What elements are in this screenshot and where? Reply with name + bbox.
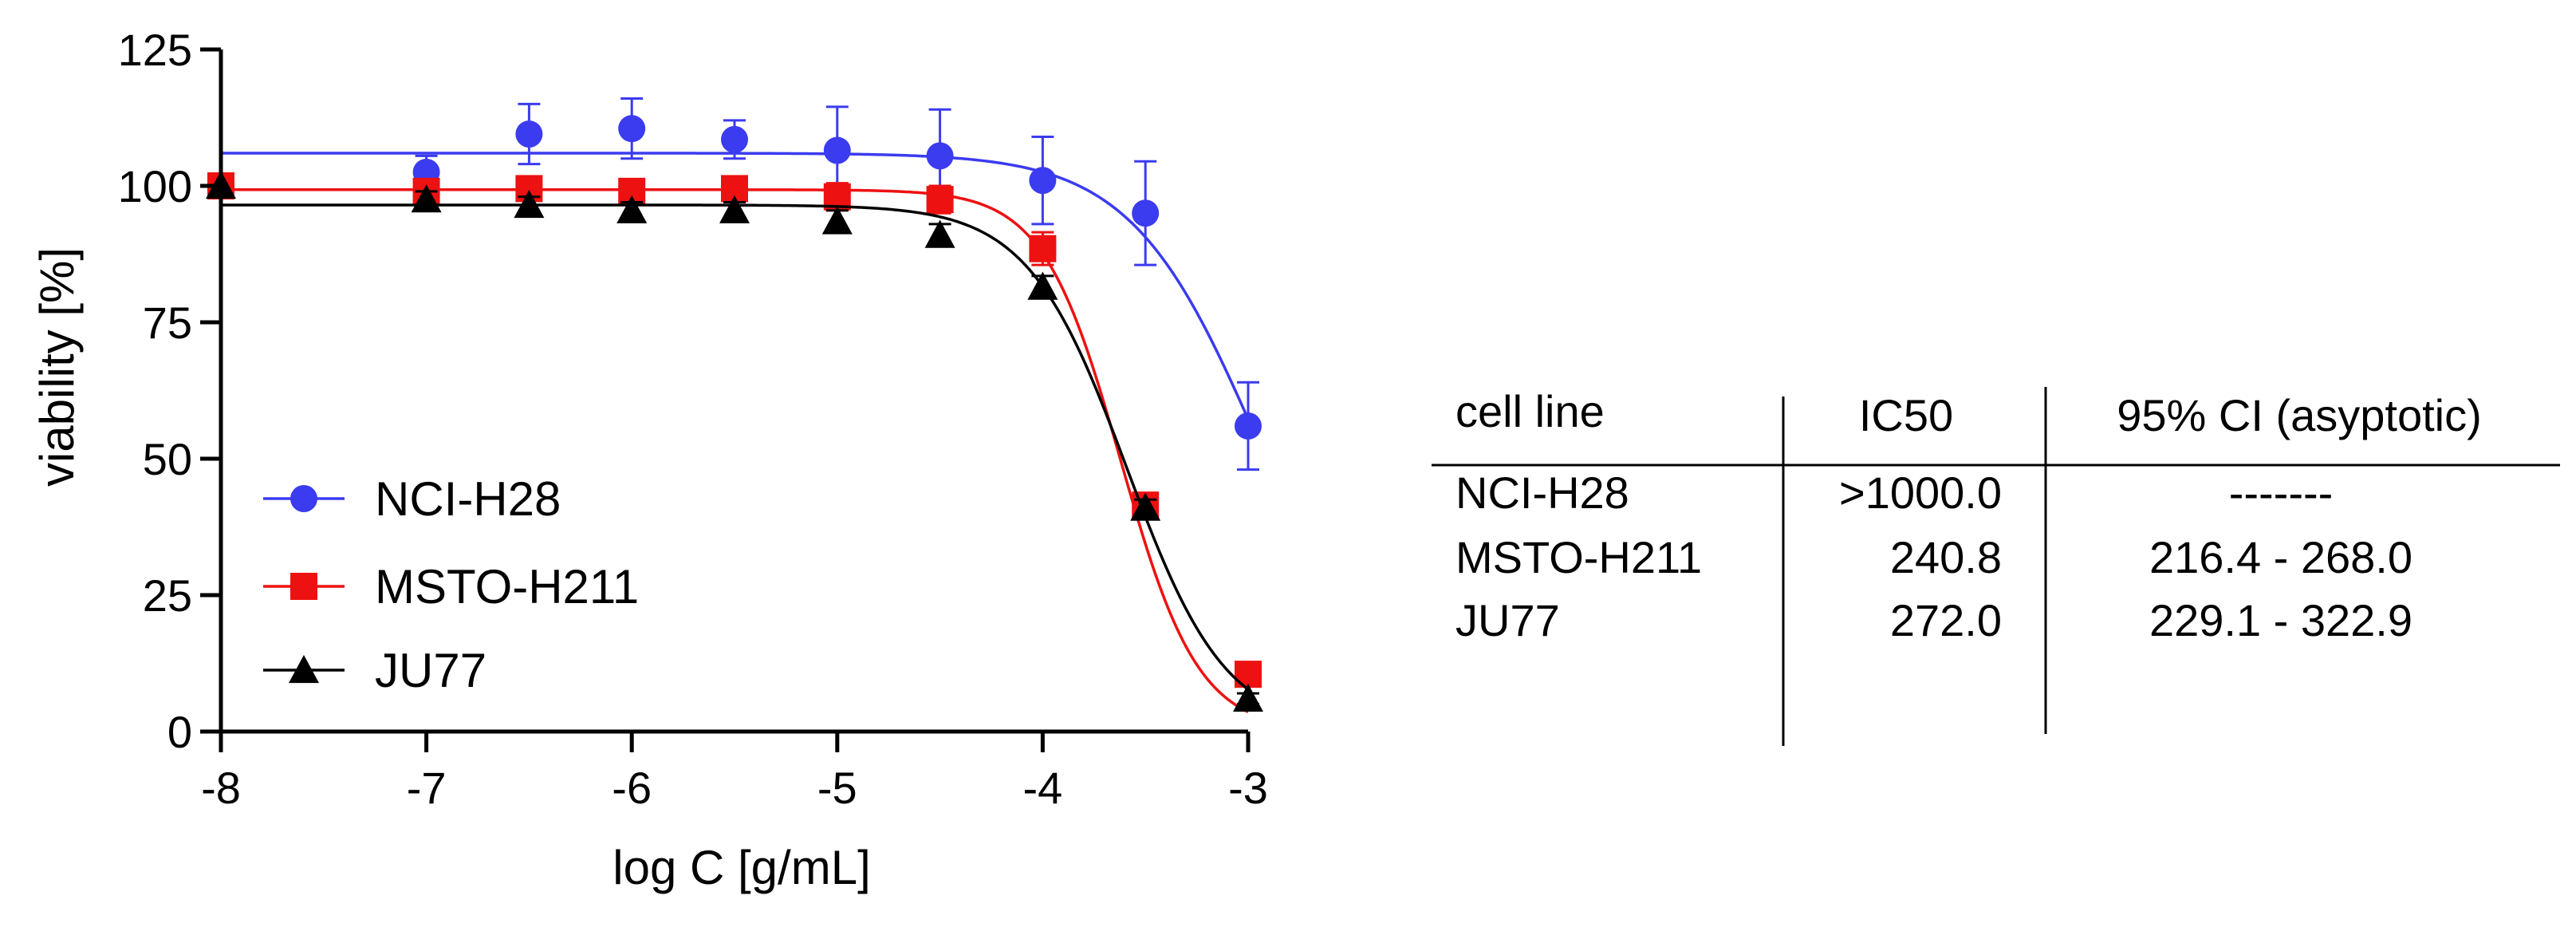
x-tick-label: -6	[612, 763, 652, 813]
y-tick-label: 75	[143, 298, 192, 348]
table-cell: 240.8	[1890, 532, 2002, 582]
legend-item: JU77	[263, 644, 486, 697]
table-cell: 216.4 - 268.0	[2149, 532, 2413, 582]
data-point	[719, 195, 750, 223]
data-point	[1029, 167, 1057, 195]
table-row: JU77 272.0 229.1 - 322.9	[1455, 595, 2413, 645]
x-tick-label: -3	[1228, 763, 1268, 813]
y-tick-label: 0	[167, 707, 192, 757]
data-point	[411, 184, 442, 213]
legend-label: NCI-H28	[375, 472, 561, 526]
data-point	[721, 125, 748, 153]
table-cell: >1000.0	[1839, 467, 2002, 518]
data-point	[821, 206, 853, 235]
axis-ticks: 0 25 50 75 100 125 -8 -7 -6 -5 -4 -3	[118, 25, 1268, 813]
y-tick-label: 25	[143, 570, 192, 621]
y-tick-label: 125	[118, 25, 192, 75]
data-point	[618, 115, 646, 143]
data-point	[1027, 271, 1058, 300]
data-point	[514, 189, 545, 219]
data-point	[1233, 683, 1263, 712]
data-point	[1132, 199, 1160, 227]
legend-label: JU77	[375, 644, 486, 697]
legend-marker	[290, 573, 317, 600]
data-point	[823, 136, 851, 164]
table-cell: MSTO-H211	[1455, 532, 1702, 582]
x-tick-label: -5	[817, 763, 857, 813]
table-cell: 272.0	[1890, 595, 2002, 645]
legend-label: MSTO-H211	[375, 560, 639, 613]
table-header-cell-line: cell line	[1455, 386, 1605, 436]
y-axis-label: viability [%]	[30, 247, 84, 487]
table-header-ci: 95% CI (asyptotic)	[2117, 390, 2482, 440]
data-point	[515, 120, 543, 148]
data-point	[1029, 235, 1057, 262]
legend: NCI-H28 MSTO-H211 JU77	[263, 472, 639, 697]
x-tick-label: -8	[201, 763, 241, 813]
table-cell: -------	[2229, 467, 2334, 518]
axes	[219, 49, 1248, 734]
legend-marker	[290, 485, 317, 512]
data-point	[616, 195, 648, 223]
legend-item: MSTO-H211	[263, 560, 639, 613]
x-tick-label: -7	[407, 763, 447, 813]
data-point	[1130, 492, 1161, 521]
table-header-ic50: IC50	[1859, 390, 1953, 440]
data-point	[1235, 412, 1262, 440]
table-cell: 229.1 - 322.9	[2149, 595, 2413, 645]
table-cell: JU77	[1455, 595, 1560, 645]
legend-marker	[289, 655, 319, 684]
table-row: NCI-H28 >1000.0 -------	[1455, 467, 2333, 518]
data-point	[924, 219, 955, 248]
y-tick-label: 50	[143, 434, 192, 484]
x-axis-label: log C [g/mL]	[612, 841, 870, 894]
table-cell: NCI-H28	[1455, 467, 1629, 518]
y-tick-label: 100	[118, 161, 192, 211]
data-point	[926, 186, 954, 214]
table-row: MSTO-H211 240.8 216.4 - 268.0	[1455, 532, 2413, 582]
legend-item: NCI-H28	[263, 472, 561, 526]
data-point	[926, 142, 954, 170]
series-ju77	[206, 171, 1263, 712]
x-tick-label: -4	[1023, 763, 1063, 813]
